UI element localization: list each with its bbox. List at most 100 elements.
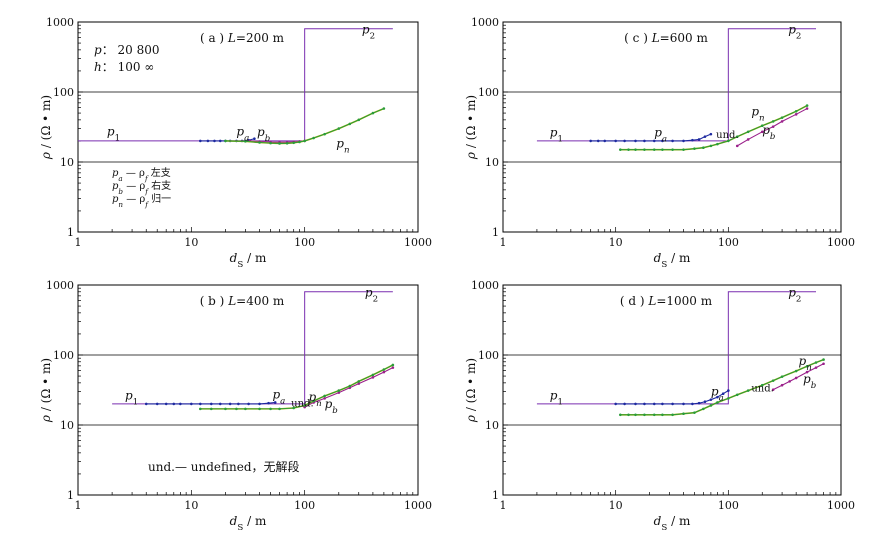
point-p_n bbox=[371, 111, 375, 115]
x-tick-label: 1000 bbox=[827, 499, 855, 512]
point-p_n bbox=[652, 413, 656, 417]
point-p_a bbox=[643, 139, 646, 143]
point-p_a bbox=[589, 139, 592, 143]
x-tick-label: 1 bbox=[500, 499, 507, 512]
point-p_n bbox=[244, 407, 247, 411]
y-tick-label: 10 bbox=[60, 419, 74, 432]
point-p_n bbox=[716, 142, 719, 146]
point-p_a bbox=[144, 402, 148, 406]
y-axis-label: ρ / (Ω • m) bbox=[39, 95, 53, 160]
point-p_b bbox=[788, 380, 791, 383]
point-p_a bbox=[643, 402, 646, 406]
point-p_n bbox=[671, 148, 674, 151]
point-p_a bbox=[697, 138, 701, 141]
y-tick-label: 100 bbox=[53, 349, 74, 362]
point-p_a bbox=[603, 139, 607, 143]
point-p_a bbox=[691, 138, 694, 142]
point-p_n bbox=[634, 413, 637, 417]
curve-label-pa: pa bbox=[654, 126, 667, 145]
x-tick-label: 1000 bbox=[404, 236, 432, 249]
point-p_n bbox=[619, 413, 622, 417]
point-p_n bbox=[199, 407, 202, 411]
point-p_n bbox=[805, 104, 809, 107]
point-p_n bbox=[382, 107, 386, 110]
point-p_a bbox=[614, 402, 617, 406]
legend-item: pa — ρf 左支 bbox=[112, 166, 171, 183]
point-p_a bbox=[199, 139, 202, 143]
point-p_a bbox=[209, 402, 213, 406]
series-p_n bbox=[620, 105, 808, 151]
point-p_n bbox=[794, 110, 798, 113]
point-p_n bbox=[682, 148, 685, 151]
param-h: h： 100 ∞ bbox=[94, 60, 154, 74]
point-p_n bbox=[735, 135, 739, 138]
point-p_n bbox=[746, 389, 750, 392]
point-p_b bbox=[357, 382, 361, 385]
point-p_a bbox=[179, 402, 182, 406]
point-p_a bbox=[218, 139, 222, 143]
x-tick-label: 1000 bbox=[404, 499, 432, 512]
point-p_b bbox=[746, 138, 750, 141]
curve-label-pn: pn bbox=[751, 105, 764, 124]
curve-label-und: und. bbox=[291, 398, 313, 409]
point-p_n bbox=[709, 144, 713, 148]
point-p_a bbox=[703, 400, 707, 404]
curve-label-und: und. bbox=[716, 130, 738, 141]
point-p_n bbox=[652, 148, 656, 151]
y-tick-label: 1000 bbox=[46, 16, 74, 29]
point-p_a bbox=[682, 402, 685, 406]
point-p_n bbox=[258, 407, 261, 411]
point-p_a bbox=[697, 401, 701, 405]
series-p_n-underlay bbox=[620, 358, 824, 416]
curve-label-pa: pa bbox=[236, 124, 249, 143]
panel-title: ( a ) L=200 m bbox=[200, 31, 285, 45]
point-p_n bbox=[244, 140, 247, 143]
curve-label-pa: pa bbox=[711, 384, 724, 403]
curve-label-pb: pb bbox=[803, 372, 816, 391]
point-p_a bbox=[247, 402, 250, 406]
x-axis-label: dS / m bbox=[230, 251, 267, 270]
point-p_a bbox=[716, 395, 719, 399]
curve-label-pn: pn bbox=[799, 354, 812, 373]
point-p_n bbox=[337, 127, 341, 130]
point-p_b bbox=[822, 362, 825, 366]
x-tick-label: 10 bbox=[184, 236, 198, 249]
y-axis-label: ρ / (Ω • m) bbox=[39, 358, 53, 423]
point-p_a bbox=[614, 139, 617, 143]
point-p_a bbox=[228, 402, 232, 406]
point-p_b bbox=[735, 144, 739, 148]
point-p_n bbox=[224, 139, 227, 143]
point-p_n bbox=[292, 141, 295, 145]
point-p_a bbox=[258, 402, 261, 406]
point-p_a bbox=[661, 402, 664, 406]
point-p_n bbox=[780, 116, 784, 119]
point-p_n bbox=[391, 363, 395, 367]
point-p_n bbox=[303, 404, 306, 407]
point-p_n bbox=[805, 364, 809, 368]
panel-title: ( b ) L=400 m bbox=[200, 294, 285, 308]
point-p_n bbox=[382, 368, 386, 371]
curve-label-pa: pa bbox=[272, 387, 285, 406]
point-p_n bbox=[716, 401, 719, 404]
panel-title: ( c ) L=600 m bbox=[624, 31, 708, 45]
point-p_n bbox=[258, 141, 261, 144]
y-tick-label: 1000 bbox=[471, 16, 499, 29]
point-p_a bbox=[172, 402, 176, 406]
point-p_n bbox=[312, 399, 315, 403]
series-p_n bbox=[200, 364, 394, 410]
plot-frame bbox=[502, 21, 842, 233]
y-tick-label: 10 bbox=[60, 156, 74, 169]
panel-b: 1 10 100 1000 1 10 100 1000 dS / m ρ / (Ω • m) ( b… bbox=[39, 279, 432, 533]
point-p_n bbox=[771, 379, 775, 382]
x-tick-label: 100 bbox=[294, 236, 315, 249]
point-p_b bbox=[771, 388, 775, 391]
point-p_n bbox=[337, 389, 341, 392]
y-tick-label: 1000 bbox=[471, 279, 499, 292]
point-p_b bbox=[391, 366, 395, 369]
x-tick-label: 100 bbox=[718, 499, 739, 512]
curve-label-p1: p1 bbox=[107, 124, 120, 143]
y-tick-label: 100 bbox=[478, 86, 499, 99]
point-p_n bbox=[727, 397, 730, 400]
point-p_n bbox=[727, 139, 730, 143]
curve-label-p2: p2 bbox=[365, 286, 378, 305]
